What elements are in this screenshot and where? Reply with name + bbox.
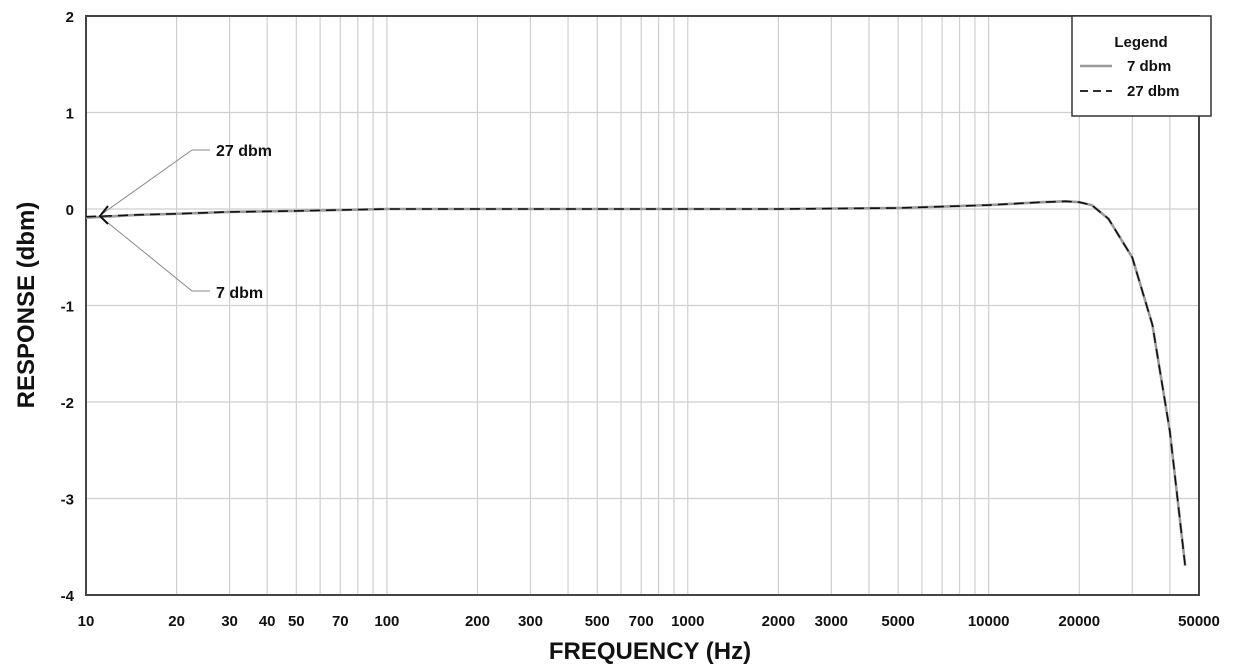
- series-layer: [85, 200, 1187, 567]
- annotation-arrowhead: [98, 205, 109, 225]
- y-tick-label: -3: [61, 492, 74, 509]
- y-tick-label: 1: [66, 106, 74, 123]
- legend-label-7dbm: 7 dbm: [1127, 58, 1171, 75]
- plot-frame: [85, 15, 1200, 596]
- series-line-7-dbm: [85, 200, 1187, 567]
- x-tick-label: 20: [168, 613, 185, 630]
- legend-title: Legend: [1114, 34, 1167, 51]
- annotation-27dbm: 27 dbm: [216, 143, 272, 160]
- tick-labels: 10 20 30 40 50 70 100 200 300 500 700 1000 2000 3000 5…: [61, 9, 1220, 630]
- x-tick-label: 200: [465, 613, 490, 630]
- annotation-7dbm: 7 dbm: [216, 285, 263, 302]
- x-tick-label: 100: [374, 613, 399, 630]
- legend: Legend 7 dbm 27 dbm: [1071, 15, 1212, 117]
- y-tick-label: 0: [66, 202, 74, 219]
- x-axis-title: FREQUENCY (Hz): [549, 638, 751, 665]
- x-tick-label: 10: [78, 613, 95, 630]
- grid-lines: [86, 16, 1199, 595]
- annotation-leader-7dbm-a: [101, 217, 193, 292]
- x-tick-label: 20000: [1058, 613, 1100, 630]
- y-tick-label: -4: [61, 588, 75, 605]
- x-tick-label: 700: [629, 613, 654, 630]
- y-tick-label: -1: [61, 299, 74, 316]
- annotation-leader-27dbm-a: [101, 149, 193, 215]
- x-tick-label: 50: [288, 613, 305, 630]
- x-tick-label: 30: [221, 613, 238, 630]
- x-tick-label: 2000: [762, 613, 795, 630]
- x-tick-label: 3000: [815, 613, 848, 630]
- x-tick-label: 10000: [968, 613, 1010, 630]
- legend-label-27dbm: 27 dbm: [1127, 83, 1180, 100]
- y-tick-label: 2: [66, 9, 74, 26]
- series-line-27-dbm: [85, 200, 1186, 567]
- x-tick-label: 70: [332, 613, 349, 630]
- y-tick-label: -2: [61, 395, 74, 412]
- x-tick-label: 40: [259, 613, 276, 630]
- y-axis-title: RESPONSE (dbm): [13, 202, 40, 409]
- annotations: 27 dbm 7 dbm: [98, 143, 272, 302]
- x-tick-label: 5000: [881, 613, 914, 630]
- x-tick-label: 300: [518, 613, 543, 630]
- x-tick-label: 50000: [1178, 613, 1220, 630]
- x-tick-label: 500: [585, 613, 610, 630]
- x-tick-label: 1000: [671, 613, 704, 630]
